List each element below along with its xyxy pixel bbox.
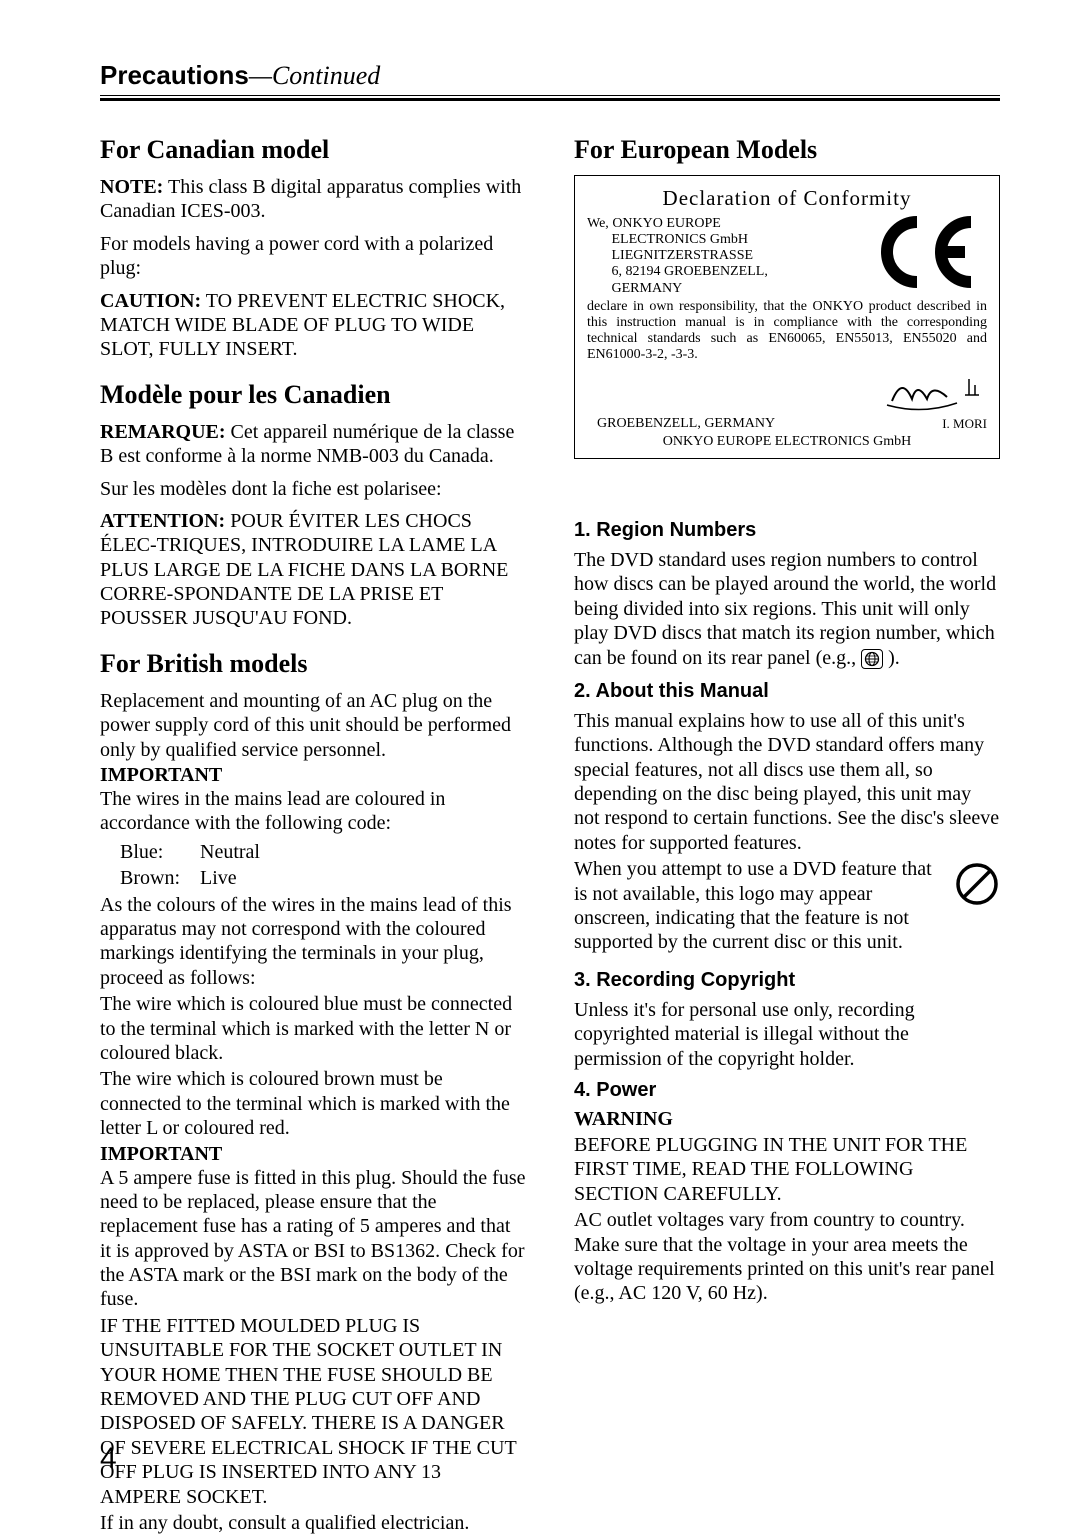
british-intro: Replacement and mounting of an AC plug o… (100, 689, 526, 762)
note-text: This class B digital apparatus complies … (100, 176, 521, 222)
page-number: 4 (100, 1442, 117, 1476)
decl-addr2: ELECTRONICS GmbH (612, 232, 749, 247)
remarque-label: REMARQUE: (100, 421, 226, 443)
copyright-body: Unless it's for personal use only, recor… (574, 998, 1000, 1071)
about-body: This manual explains how to use all of t… (574, 709, 1000, 855)
mismatch-text: As the colours of the wires in the mains… (100, 893, 526, 991)
power-warning: WARNING (574, 1108, 1000, 1131)
power-caps: BEFORE PLUGGING IN THE UNIT FOR THE FIRS… (574, 1133, 1000, 1206)
declaration-address: We, ONKYO EUROPE ELECTRONICS GmbH LIEGNI… (587, 216, 768, 296)
power-heading: 4. Power (574, 1079, 1000, 1102)
polarisee-text: Sur les modèles dont la fiche est polari… (100, 477, 526, 501)
right-column: For European Models Declaration of Confo… (574, 135, 1000, 1537)
declaration-footer: ONKYO EUROPE ELECTRONICS GmbH (587, 434, 987, 450)
wire-meaning: Live (200, 866, 278, 890)
page-header: Precautions—Continued (100, 60, 1000, 101)
signature-name: I. MORI (942, 416, 987, 431)
note-label: NOTE: (100, 176, 163, 198)
decl-addr1: ONKYO EUROPE (612, 216, 721, 231)
table-row: Brown: Live (120, 866, 278, 890)
signature-block: I. MORI (877, 371, 987, 432)
about-heading: 2. About this Manual (574, 680, 1000, 703)
wires-intro: The wires in the mains lead are coloured… (100, 787, 526, 836)
wire-color-table: Blue: Neutral Brown: Live (118, 838, 280, 893)
decl-addr5: GERMANY (612, 281, 683, 296)
attention-label: ATTENTION: (100, 510, 225, 532)
header-title-bold: Precautions (100, 60, 249, 90)
copyright-heading: 3. Recording Copyright (574, 969, 1000, 992)
decl-we: We, (587, 216, 609, 231)
plug-warning: IF THE FITTED MOULDED PLUG IS UNSUITABLE… (100, 1314, 526, 1509)
declaration-body: declare in own responsibility, that the … (587, 299, 987, 363)
declaration-box: Declaration of Conformity We, ONKYO EURO… (574, 175, 1000, 459)
region-body-b: ). (883, 647, 900, 669)
wire-meaning: Neutral (200, 840, 278, 864)
important-2: IMPORTANT (100, 1143, 526, 1166)
region-body-a: The DVD standard uses region numbers to … (574, 549, 996, 669)
european-title: For European Models (574, 135, 1000, 165)
left-column: For Canadian model NOTE: This class B di… (100, 135, 526, 1537)
prohibited-icon (954, 861, 1000, 907)
doubt-text: If in any doubt, consult a qualified ele… (100, 1511, 526, 1535)
canadian-title: For Canadian model (100, 135, 526, 165)
decl-addr4: 6, 82194 GROEBENZELL, (612, 264, 768, 279)
declaration-location: GROEBENZELL, GERMANY (597, 416, 775, 432)
ce-mark-icon (867, 216, 987, 288)
table-row: Blue: Neutral (120, 840, 278, 864)
british-title: For British models (100, 649, 526, 679)
important-1: IMPORTANT (100, 764, 526, 787)
wire-color: Brown: (120, 866, 198, 890)
canadien-title: Modèle pour les Canadien (100, 380, 526, 410)
polarized-text: For models having a power cord with a po… (100, 232, 526, 281)
signature-icon (877, 371, 987, 413)
prohibited-text: When you attempt to use a DVD feature th… (574, 857, 940, 955)
brown-rule: The wire which is coloured brown must be… (100, 1067, 526, 1140)
decl-addr3: LIEGNITZERSTRASSE (612, 248, 754, 263)
fuse-text: A 5 ampere fuse is fitted in this plug. … (100, 1166, 526, 1312)
header-title-italic: —Continued (249, 61, 380, 90)
region-heading: 1. Region Numbers (574, 519, 1000, 542)
caution-label: CAUTION: (100, 290, 201, 312)
blue-rule: The wire which is coloured blue must be … (100, 992, 526, 1065)
globe-region-icon (861, 649, 883, 669)
declaration-title: Declaration of Conformity (587, 186, 987, 210)
power-body: AC outlet voltages vary from country to … (574, 1208, 1000, 1306)
wire-color: Blue: (120, 840, 198, 864)
